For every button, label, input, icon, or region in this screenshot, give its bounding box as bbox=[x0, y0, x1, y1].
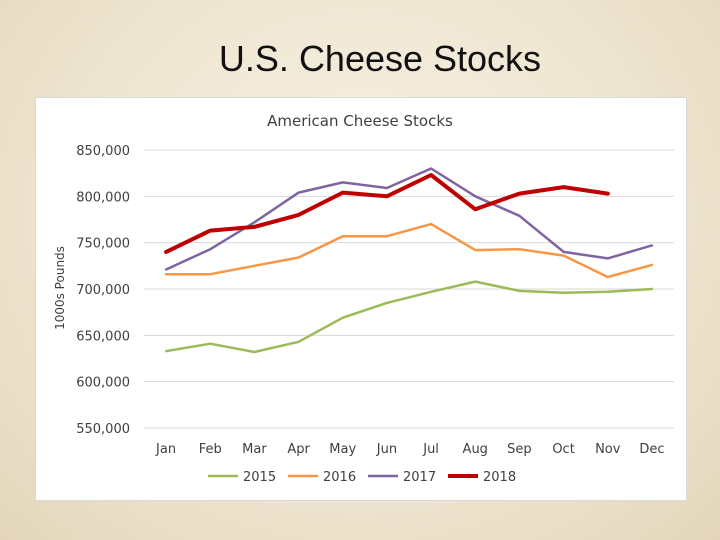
legend-label-2017: 2017 bbox=[403, 470, 436, 485]
y-tick-label: 550,000 bbox=[76, 422, 130, 437]
x-tick-label: Jun bbox=[376, 442, 397, 457]
series-line-2018 bbox=[164, 173, 610, 254]
legend-label-2018: 2018 bbox=[483, 470, 516, 485]
x-tick-label: Aug bbox=[463, 442, 488, 457]
x-tick-label: Dec bbox=[639, 442, 664, 457]
y-tick-label: 750,000 bbox=[76, 237, 130, 252]
y-tick-labels: 550,000 600,000 650,000 700,000 750,000 800,0… bbox=[76, 144, 130, 437]
line-chart: American Cheese Stocks 1000s Pounds 550,… bbox=[53, 112, 674, 485]
x-tick-label: Feb bbox=[199, 442, 222, 457]
series-line-2015 bbox=[164, 280, 654, 354]
x-tick-label: Sep bbox=[507, 442, 532, 457]
series-lines bbox=[164, 167, 654, 354]
x-tick-label: Jan bbox=[155, 442, 176, 457]
y-tick-label: 800,000 bbox=[76, 190, 130, 205]
x-tick-label: Apr bbox=[287, 442, 310, 457]
y-tick-label: 700,000 bbox=[76, 283, 130, 298]
x-tick-label: Mar bbox=[242, 442, 267, 457]
series-line-2016 bbox=[164, 222, 654, 279]
x-tick-label: Oct bbox=[552, 442, 574, 457]
x-tick-label: Jul bbox=[422, 442, 439, 457]
y-tick-label: 650,000 bbox=[76, 329, 130, 344]
x-tick-label: Nov bbox=[595, 442, 621, 457]
chart-panel: American Cheese Stocks 1000s Pounds 550,… bbox=[35, 97, 687, 501]
y-tick-label: 600,000 bbox=[76, 376, 130, 391]
gridlines bbox=[144, 149, 674, 429]
y-tick-label: 850,000 bbox=[76, 144, 130, 159]
legend-label-2016: 2016 bbox=[323, 470, 356, 485]
chart-title: American Cheese Stocks bbox=[267, 112, 453, 130]
legend: 2015 2016 2017 2018 bbox=[208, 470, 516, 485]
x-tick-labels: Jan Feb Mar Apr May Jun Jul Aug Sep Oct Nov Dec bbox=[155, 442, 664, 457]
x-tick-label: May bbox=[329, 442, 356, 457]
legend-label-2015: 2015 bbox=[243, 470, 276, 485]
y-axis-label: 1000s Pounds bbox=[53, 246, 67, 330]
slide-title: U.S. Cheese Stocks bbox=[218, 38, 542, 79]
